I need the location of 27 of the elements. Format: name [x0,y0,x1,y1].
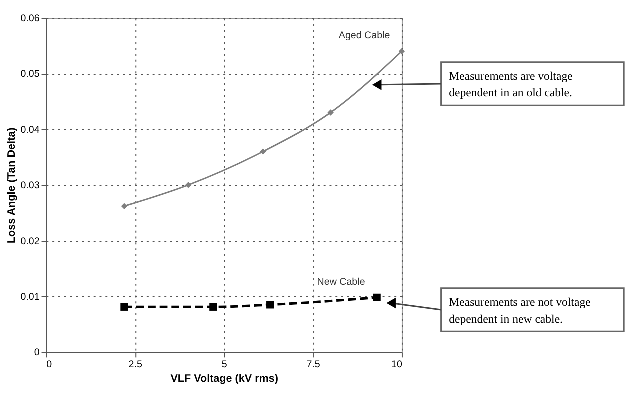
point [185,182,192,188]
annotation: Measurements are voltage dependent in an old cable. [449,69,573,100]
y-tick-label: 0.05 [20,69,40,80]
y-tick-label: 0 [34,348,40,359]
point [210,303,218,311]
annotation: Measurements are not voltage dependent in new cable. [449,295,591,326]
x-tick-label: 0 [46,360,53,371]
y-tick-label: 0.01 [20,292,40,304]
x-tick-label: 7.5 [306,360,321,371]
series-label: Aged Cable [338,30,391,42]
point [120,303,128,311]
point [373,294,381,302]
point [121,203,128,210]
point [328,110,334,116]
point [260,148,266,155]
y-tick-label: 0.04 [20,124,40,136]
x-tick-label: 10 [392,360,404,371]
x-tick-label: 5 [222,360,228,371]
y-tick-label: 0.02 [20,236,40,248]
point [266,301,274,309]
point [398,48,406,55]
x-axis-title: VLF Voltage (kV rms) [170,373,279,386]
series-label: New Cable [317,276,366,288]
y-tick-label: 0.03 [20,180,40,192]
y-tick-label: 0.06 [20,14,40,25]
y-axis-title: Loss Angle (Tan Delta) [6,127,18,244]
x-tick-label: 2.5 [128,360,143,371]
